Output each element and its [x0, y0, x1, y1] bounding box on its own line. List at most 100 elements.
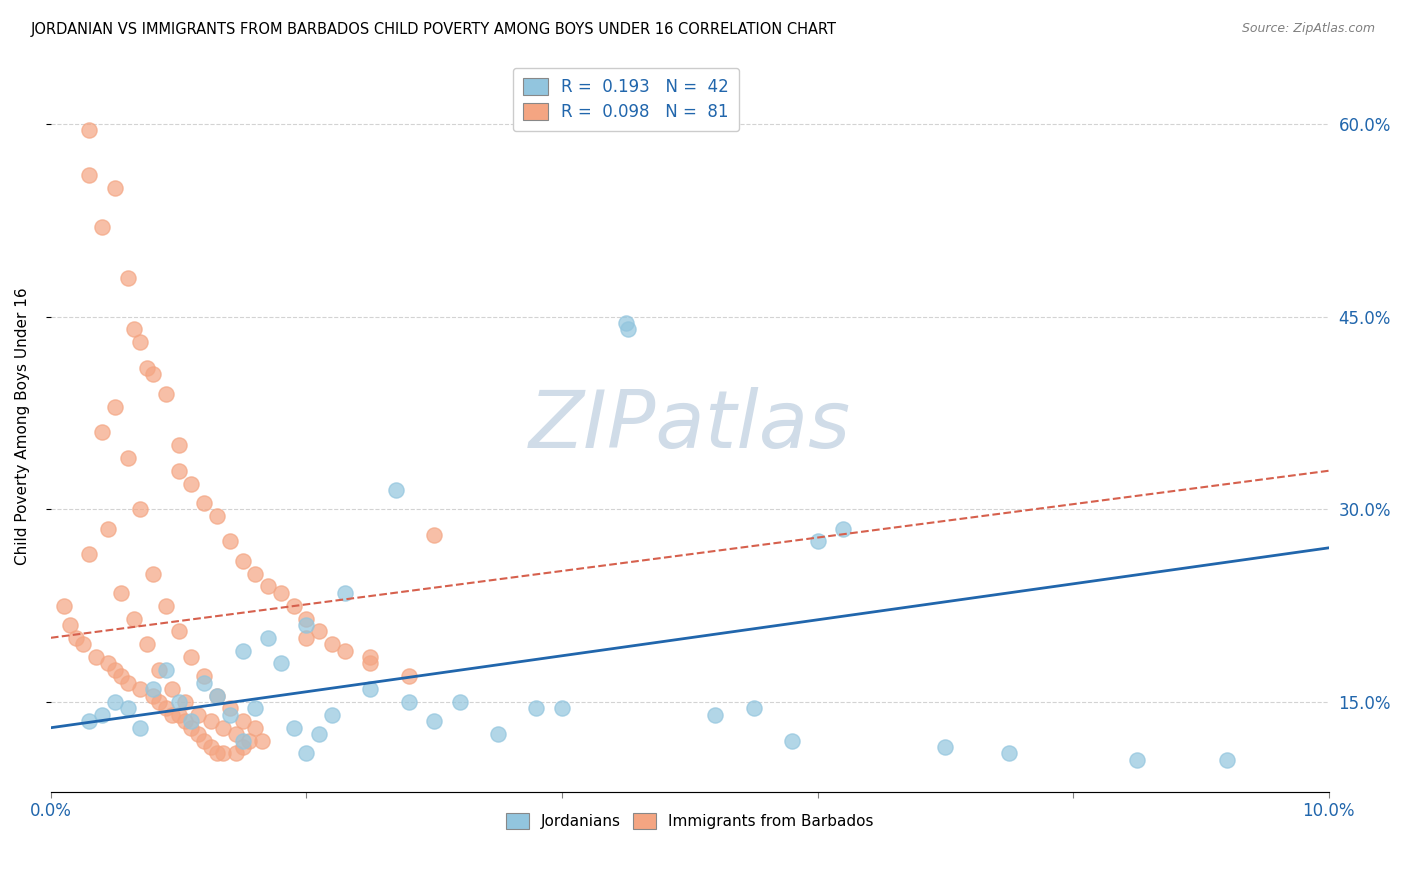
- Point: [167, 624, 190, 639]
- Point: [110, 586, 132, 600]
- Point: [142, 368, 165, 382]
- Point: [142, 689, 165, 703]
- Point: [1126, 753, 1149, 767]
- Point: [423, 714, 446, 729]
- Text: ZIPatlas: ZIPatlas: [529, 387, 851, 465]
- Point: [295, 611, 318, 625]
- Point: [180, 721, 202, 735]
- Y-axis label: Child Poverty Among Boys Under 16: Child Poverty Among Boys Under 16: [15, 287, 30, 565]
- Point: [52, 599, 75, 613]
- Point: [129, 502, 152, 516]
- Point: [77, 547, 100, 561]
- Point: [84, 650, 107, 665]
- Point: [167, 438, 190, 452]
- Point: [218, 707, 240, 722]
- Point: [77, 123, 100, 137]
- Point: [321, 707, 343, 722]
- Point: [72, 637, 94, 651]
- Point: [104, 695, 127, 709]
- Point: [250, 733, 273, 747]
- Point: [486, 727, 509, 741]
- Point: [218, 701, 240, 715]
- Point: [308, 624, 330, 639]
- Point: [551, 701, 574, 715]
- Point: [832, 522, 855, 536]
- Point: [231, 643, 253, 657]
- Point: [122, 611, 145, 625]
- Point: [617, 322, 640, 336]
- Point: [359, 657, 381, 671]
- Point: [449, 695, 471, 709]
- Point: [333, 643, 356, 657]
- Point: [155, 701, 177, 715]
- Point: [129, 721, 152, 735]
- Point: [97, 522, 120, 536]
- Point: [180, 476, 202, 491]
- Point: [283, 721, 305, 735]
- Point: [180, 650, 202, 665]
- Point: [295, 747, 318, 761]
- Point: [167, 707, 190, 722]
- Point: [205, 508, 228, 523]
- Legend: Jordanians, Immigrants from Barbados: Jordanians, Immigrants from Barbados: [499, 807, 880, 836]
- Point: [167, 695, 190, 709]
- Point: [193, 496, 215, 510]
- Point: [398, 695, 420, 709]
- Point: [193, 669, 215, 683]
- Point: [117, 271, 139, 285]
- Point: [162, 682, 184, 697]
- Point: [225, 727, 247, 741]
- Point: [129, 335, 152, 350]
- Point: [231, 733, 253, 747]
- Point: [91, 707, 114, 722]
- Point: [97, 657, 120, 671]
- Point: [200, 739, 222, 754]
- Point: [110, 669, 132, 683]
- Point: [135, 361, 157, 376]
- Point: [1215, 753, 1237, 767]
- Point: [321, 637, 343, 651]
- Point: [398, 669, 420, 683]
- Point: [998, 747, 1021, 761]
- Point: [200, 714, 222, 729]
- Text: JORDANIAN VS IMMIGRANTS FROM BARBADOS CHILD POVERTY AMONG BOYS UNDER 16 CORRELAT: JORDANIAN VS IMMIGRANTS FROM BARBADOS CH…: [31, 22, 837, 37]
- Point: [212, 747, 235, 761]
- Point: [245, 721, 267, 735]
- Point: [77, 714, 100, 729]
- Point: [155, 386, 177, 401]
- Point: [934, 739, 956, 754]
- Point: [193, 675, 215, 690]
- Point: [385, 483, 408, 497]
- Point: [77, 168, 100, 182]
- Point: [359, 650, 381, 665]
- Point: [187, 727, 209, 741]
- Point: [59, 618, 82, 632]
- Point: [225, 747, 247, 761]
- Point: [257, 579, 280, 593]
- Point: [205, 689, 228, 703]
- Point: [742, 701, 765, 715]
- Point: [104, 181, 127, 195]
- Point: [104, 663, 127, 677]
- Point: [135, 637, 157, 651]
- Point: [218, 534, 240, 549]
- Point: [807, 534, 830, 549]
- Point: [205, 747, 228, 761]
- Point: [174, 714, 197, 729]
- Point: [162, 707, 184, 722]
- Point: [142, 566, 165, 581]
- Point: [780, 733, 803, 747]
- Point: [283, 599, 305, 613]
- Point: [91, 425, 114, 440]
- Point: [142, 682, 165, 697]
- Point: [117, 701, 139, 715]
- Point: [122, 322, 145, 336]
- Point: [308, 727, 330, 741]
- Point: [270, 586, 292, 600]
- Point: [212, 721, 235, 735]
- Point: [295, 618, 318, 632]
- Point: [270, 657, 292, 671]
- Point: [91, 219, 114, 234]
- Point: [231, 739, 253, 754]
- Text: Source: ZipAtlas.com: Source: ZipAtlas.com: [1241, 22, 1375, 36]
